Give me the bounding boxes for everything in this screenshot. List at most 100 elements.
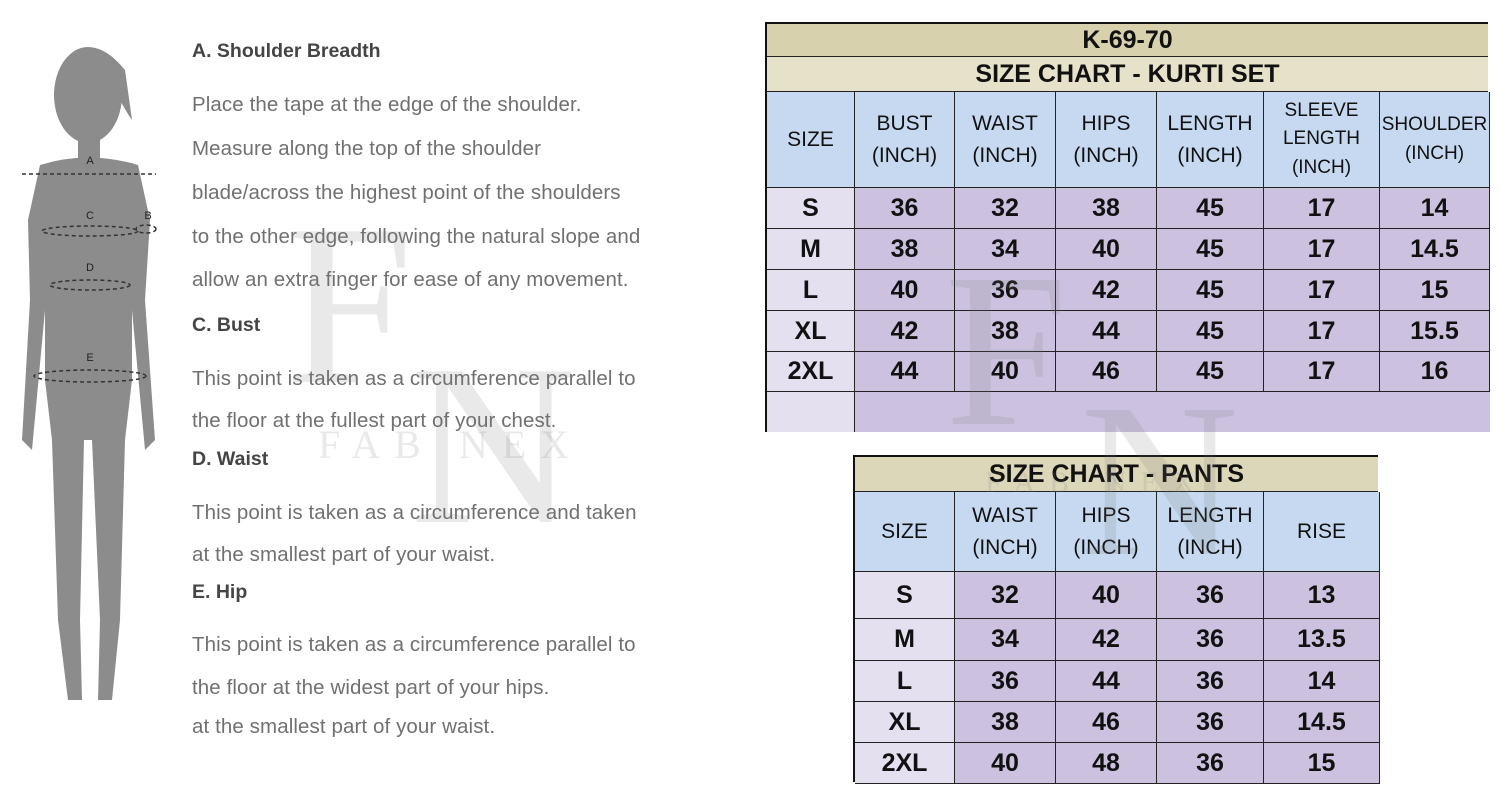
figure-label: B: [144, 210, 151, 222]
size-label: 2XL: [855, 743, 955, 784]
size-value: 38: [855, 229, 955, 270]
size-value: 34: [955, 619, 1056, 661]
guide-text: at the smallest part of your waist.: [192, 543, 496, 566]
guide-text: This point is taken as a circumference a…: [192, 501, 637, 524]
size-value: 13.5: [1264, 619, 1380, 661]
size-value: 14: [1264, 661, 1380, 702]
size-value: 44: [1056, 661, 1157, 702]
figure-label: D: [86, 262, 94, 274]
size-value: 36: [1157, 619, 1264, 661]
section-heading: A. Shoulder Breadth: [192, 40, 381, 62]
size-label: M: [855, 619, 955, 661]
size-label: S: [767, 188, 855, 229]
size-value: 36: [955, 270, 1056, 311]
guide-text: blade/across the highest point of the sh…: [192, 181, 621, 204]
watermark-name: FAB NEX: [985, 466, 1209, 499]
size-value: 17: [1264, 188, 1380, 229]
empty-cell: [1380, 392, 1490, 432]
size-value: 44: [1056, 311, 1157, 352]
guide-text: Measure along the top of the shoulder: [192, 137, 542, 160]
header-line: HIPS: [1081, 112, 1131, 135]
size-value: 40: [1056, 572, 1157, 619]
watermark-letter: N: [410, 317, 577, 572]
size-value: 14.5: [1264, 702, 1380, 743]
header-line: SLEEVE: [1284, 99, 1359, 121]
size-table: K-69-70 SIZE CHART - KURTI SET SIZE BUST (IN…: [765, 22, 1490, 432]
header-line: (INCH): [1073, 143, 1139, 167]
header-line: SIZE: [787, 127, 834, 151]
watermark-letter: F: [945, 228, 1068, 472]
size-value: 34: [955, 229, 1056, 270]
size-value: 38: [955, 702, 1056, 743]
size-value: 36: [1157, 661, 1264, 702]
header-line: HIPS: [1081, 504, 1131, 527]
section-heading: D. Waist: [192, 448, 269, 470]
size-value: 42: [1056, 619, 1157, 661]
size-value: 14.5: [1380, 229, 1490, 270]
size-value: 15: [1380, 270, 1490, 311]
column-header: SLEEVE LENGTH (INCH): [1264, 92, 1380, 188]
column-header: BUST (INCH): [855, 92, 955, 188]
size-value: 45: [1157, 352, 1264, 392]
size-value: 36: [955, 661, 1056, 702]
size-value: 45: [1157, 311, 1264, 352]
header-line: SHOULDER: [1381, 114, 1488, 135]
size-value: 32: [955, 188, 1056, 229]
guide-text: the floor at the fullest part of your ch…: [192, 409, 557, 432]
header-line: (INCH): [1404, 142, 1465, 164]
column-header: WAIST (INCH): [955, 492, 1056, 572]
size-value: 40: [1056, 229, 1157, 270]
header-line: (INCH): [972, 535, 1038, 559]
section-heading: C. Bust: [192, 314, 261, 336]
size-label: L: [767, 270, 855, 311]
body-figure: A B C D E: [22, 47, 157, 700]
size-value: 17: [1264, 229, 1380, 270]
size-value: 46: [1056, 352, 1157, 392]
size-value: 36: [1157, 572, 1264, 619]
header-line: LENGTH: [1167, 504, 1253, 527]
header-line: (INCH): [1177, 143, 1243, 167]
guide-text: the floor at the widest part of your hip…: [192, 676, 550, 699]
figure-label: A: [86, 155, 94, 167]
column-header: SIZE: [767, 92, 855, 188]
header-line: SIZE: [881, 519, 928, 543]
table-title: K-69-70: [767, 24, 1488, 57]
size-value: 44: [855, 352, 955, 392]
guide-text: to the other edge, following the natural…: [192, 225, 641, 248]
watermark-name: FAB NEX: [318, 422, 584, 467]
column-header: HIPS (INCH): [1056, 92, 1157, 188]
size-label: S: [855, 572, 955, 619]
column-header: RISE: [1264, 492, 1380, 572]
header-line: (INCH): [1073, 535, 1139, 559]
figure-label: E: [86, 352, 93, 364]
size-value: 45: [1157, 188, 1264, 229]
size-value: 32: [955, 572, 1056, 619]
size-value: 36: [1157, 702, 1264, 743]
size-label: M: [767, 229, 855, 270]
column-header: LENGTH (INCH): [1157, 492, 1264, 572]
size-value: 13: [1264, 572, 1380, 619]
section-heading: E. Hip: [192, 581, 248, 603]
guide-text: at the smallest part of your waist.: [192, 715, 496, 738]
column-header: SHOULDER (INCH): [1380, 92, 1490, 188]
size-value: 42: [1056, 270, 1157, 311]
size-value: 45: [1157, 229, 1264, 270]
guide-text: allow an extra finger for ease of any mo…: [192, 268, 629, 291]
size-value: 46: [1056, 702, 1157, 743]
header-line: RISE: [1296, 519, 1346, 543]
size-value: 15.5: [1380, 311, 1490, 352]
header-line: WAIST: [972, 112, 1038, 135]
guide-text: This point is taken as a circumference p…: [192, 367, 636, 390]
table-title: SIZE CHART - KURTI SET: [767, 57, 1488, 92]
size-value: 36: [855, 188, 955, 229]
size-value: 15: [1264, 743, 1380, 784]
column-header: SIZE: [855, 492, 955, 572]
size-value: 40: [955, 352, 1056, 392]
guide-text: This point is taken as a circumference p…: [192, 633, 636, 656]
header-line: WAIST: [972, 504, 1038, 527]
header-line: LENGTH: [1282, 128, 1361, 150]
header-line: BUST: [876, 112, 933, 135]
header-line: (INCH): [871, 143, 938, 167]
size-label: XL: [767, 311, 855, 352]
column-header: WAIST (INCH): [955, 92, 1056, 188]
